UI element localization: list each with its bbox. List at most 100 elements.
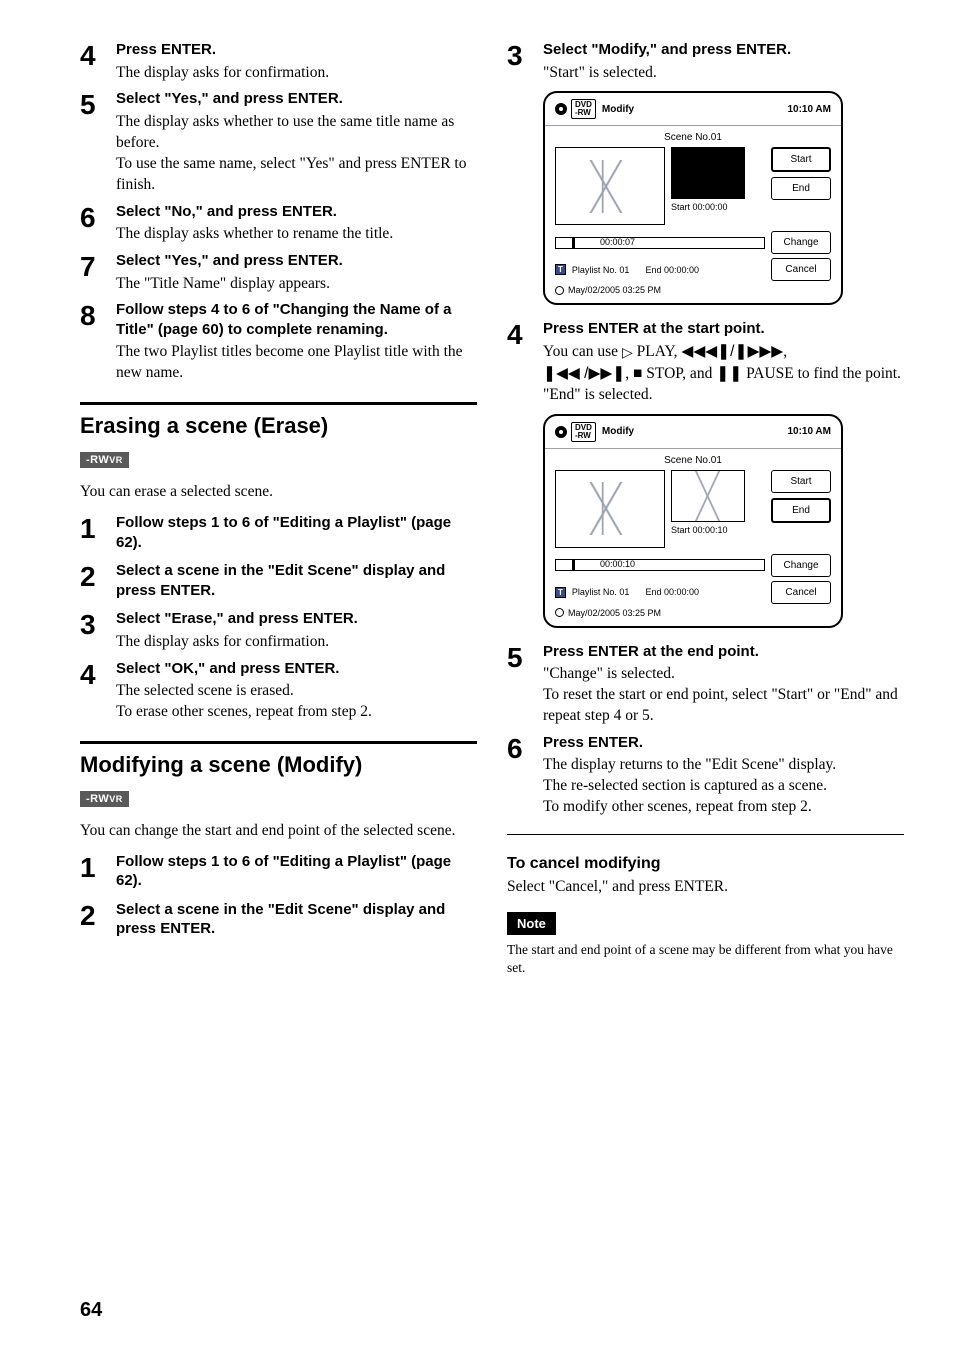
- dvd-badge: DVD -RW: [571, 99, 596, 119]
- scene-label: Scene No.01: [545, 449, 841, 470]
- play-bar: 00:00:10: [555, 559, 765, 571]
- step-title: Select a scene in the "Edit Scene" displ…: [116, 561, 477, 600]
- thumbnail: [671, 470, 745, 522]
- step-text: The display asks whether to use the same…: [116, 112, 477, 196]
- step-title: Press ENTER.: [543, 733, 904, 753]
- btn-change: Change: [771, 554, 831, 577]
- step-number: 4: [80, 40, 116, 83]
- step-number: 5: [80, 89, 116, 195]
- btn-cancel: Cancel: [771, 581, 831, 604]
- btn-start: Start: [771, 147, 831, 172]
- step-text: You can use ▷ PLAY, ◀◀◀❚/❚▶▶▶, ❚◀◀ /▶▶❚,…: [543, 342, 904, 385]
- erase-step-2: 2 Select a scene in the "Edit Scene" dis…: [80, 561, 477, 603]
- step-number: 1: [80, 513, 116, 555]
- step-6: 6 Select "No," and press ENTER. The disp…: [80, 202, 477, 245]
- section-title-modify: Modifying a scene (Modify): [80, 752, 477, 778]
- step-5: 5 Select "Yes," and press ENTER. The dis…: [80, 89, 477, 195]
- screen-date: May/02/2005 03:25 PM: [568, 285, 661, 295]
- screen-title: Modify: [602, 426, 634, 437]
- modify-step-1: 1 Follow steps 1 to 6 of "Editing a Play…: [80, 852, 477, 894]
- step-8: 8 Follow steps 4 to 6 of "Changing the N…: [80, 300, 477, 384]
- disc-icon: [555, 103, 567, 115]
- step-text: "End" is selected.: [543, 385, 904, 406]
- divider: [507, 834, 904, 835]
- step-number: 4: [80, 659, 116, 723]
- format-badge: -RWVR: [80, 791, 129, 807]
- step-text: The display asks whether to rename the t…: [116, 224, 477, 245]
- step-number: 1: [80, 852, 116, 894]
- step-7: 7 Select "Yes," and press ENTER. The "Ti…: [80, 251, 477, 294]
- btn-end: End: [771, 498, 831, 523]
- play-icon: ▷: [622, 346, 633, 361]
- note-label: Note: [507, 912, 556, 935]
- step-title: Follow steps 1 to 6 of "Editing a Playli…: [116, 852, 477, 891]
- thumbnail: [671, 147, 745, 199]
- playlist-badge: T: [555, 264, 566, 275]
- start-caption: Start 00:00:10: [671, 525, 728, 535]
- right-step-3: 3 Select "Modify," and press ENTER. "Sta…: [507, 40, 904, 83]
- modify-step-2: 2 Select a scene in the "Edit Scene" dis…: [80, 900, 477, 942]
- step-number: 7: [80, 251, 116, 294]
- right-column: 3 Select "Modify," and press ENTER. "Sta…: [507, 40, 904, 976]
- step-text: The selected scene is erased. To erase o…: [116, 681, 477, 723]
- step-title: Press ENTER at the start point.: [543, 319, 904, 339]
- screen-modify-end: DVD -RW Modify 10:10 AM Scene No.01 Star…: [543, 414, 843, 628]
- erase-step-4: 4 Select "OK," and press ENTER. The sele…: [80, 659, 477, 723]
- step-text: "Start" is selected.: [543, 63, 904, 84]
- btn-start: Start: [771, 470, 831, 493]
- stop-icon: ■: [633, 365, 642, 382]
- step-number: 6: [507, 733, 543, 818]
- step-number: 4: [507, 319, 543, 405]
- divider: [80, 402, 477, 405]
- modify-intro: You can change the start and end point o…: [80, 821, 477, 842]
- pause-icon: ❚❚: [716, 365, 742, 382]
- preview-box: [555, 470, 665, 548]
- step-number: 3: [80, 609, 116, 652]
- step-text: The two Playlist titles become one Playl…: [116, 342, 477, 384]
- step-text: The display asks for confirmation.: [116, 632, 477, 653]
- step-title: Follow steps 1 to 6 of "Editing a Playli…: [116, 513, 477, 552]
- playlist-name: Playlist No. 01: [572, 587, 630, 597]
- step-title: Select a scene in the "Edit Scene" displ…: [116, 900, 477, 939]
- step-title: Follow steps 4 to 6 of "Changing the Nam…: [116, 300, 477, 339]
- left-column: 4 Press ENTER. The display asks for conf…: [80, 40, 477, 976]
- cancel-text: Select "Cancel," and press ENTER.: [507, 877, 904, 898]
- step-title: Select "OK," and press ENTER.: [116, 659, 477, 679]
- playlist-name: Playlist No. 01: [572, 265, 630, 275]
- end-caption: End 00:00:00: [645, 587, 699, 597]
- step-title: Select "Erase," and press ENTER.: [116, 609, 477, 629]
- right-step-4: 4 Press ENTER at the start point. You ca…: [507, 319, 904, 405]
- start-caption: Start 00:00:00: [671, 202, 728, 212]
- dvd-badge: DVD -RW: [571, 422, 596, 442]
- note-text: The start and end point of a scene may b…: [507, 941, 904, 976]
- erase-intro: You can erase a selected scene.: [80, 482, 477, 503]
- play-bar: 00:00:07: [555, 237, 765, 249]
- step-title: Press ENTER.: [116, 40, 477, 60]
- section-title-erase: Erasing a scene (Erase): [80, 413, 477, 439]
- step-title: Select "Modify," and press ENTER.: [543, 40, 904, 60]
- playlist-badge: T: [555, 587, 566, 598]
- scene-label: Scene No.01: [545, 126, 841, 147]
- prev-next-icon: ❚◀◀ /▶▶❚: [543, 365, 625, 382]
- cancel-heading: To cancel modifying: [507, 855, 904, 873]
- format-badge: -RWVR: [80, 452, 129, 468]
- end-caption: End 00:00:00: [645, 265, 699, 275]
- screen-clock: 10:10 AM: [787, 426, 831, 437]
- step-number: 5: [507, 642, 543, 727]
- btn-change: Change: [771, 231, 831, 254]
- screen-modify-start: DVD -RW Modify 10:10 AM Scene No.01 Star…: [543, 91, 843, 305]
- step-number: 2: [80, 561, 116, 603]
- step-number: 8: [80, 300, 116, 384]
- step-title: Press ENTER at the end point.: [543, 642, 904, 662]
- step-title: Select "Yes," and press ENTER.: [116, 89, 477, 109]
- screen-clock: 10:10 AM: [787, 104, 831, 115]
- erase-step-1: 1 Follow steps 1 to 6 of "Editing a Play…: [80, 513, 477, 555]
- divider: [80, 741, 477, 744]
- right-step-5: 5 Press ENTER at the end point. "Change"…: [507, 642, 904, 727]
- step-text: The display returns to the "Edit Scene" …: [543, 755, 904, 818]
- step-number: 3: [507, 40, 543, 83]
- preview-box: [555, 147, 665, 225]
- step-title: Select "Yes," and press ENTER.: [116, 251, 477, 271]
- step-4: 4 Press ENTER. The display asks for conf…: [80, 40, 477, 83]
- btn-end: End: [771, 177, 831, 200]
